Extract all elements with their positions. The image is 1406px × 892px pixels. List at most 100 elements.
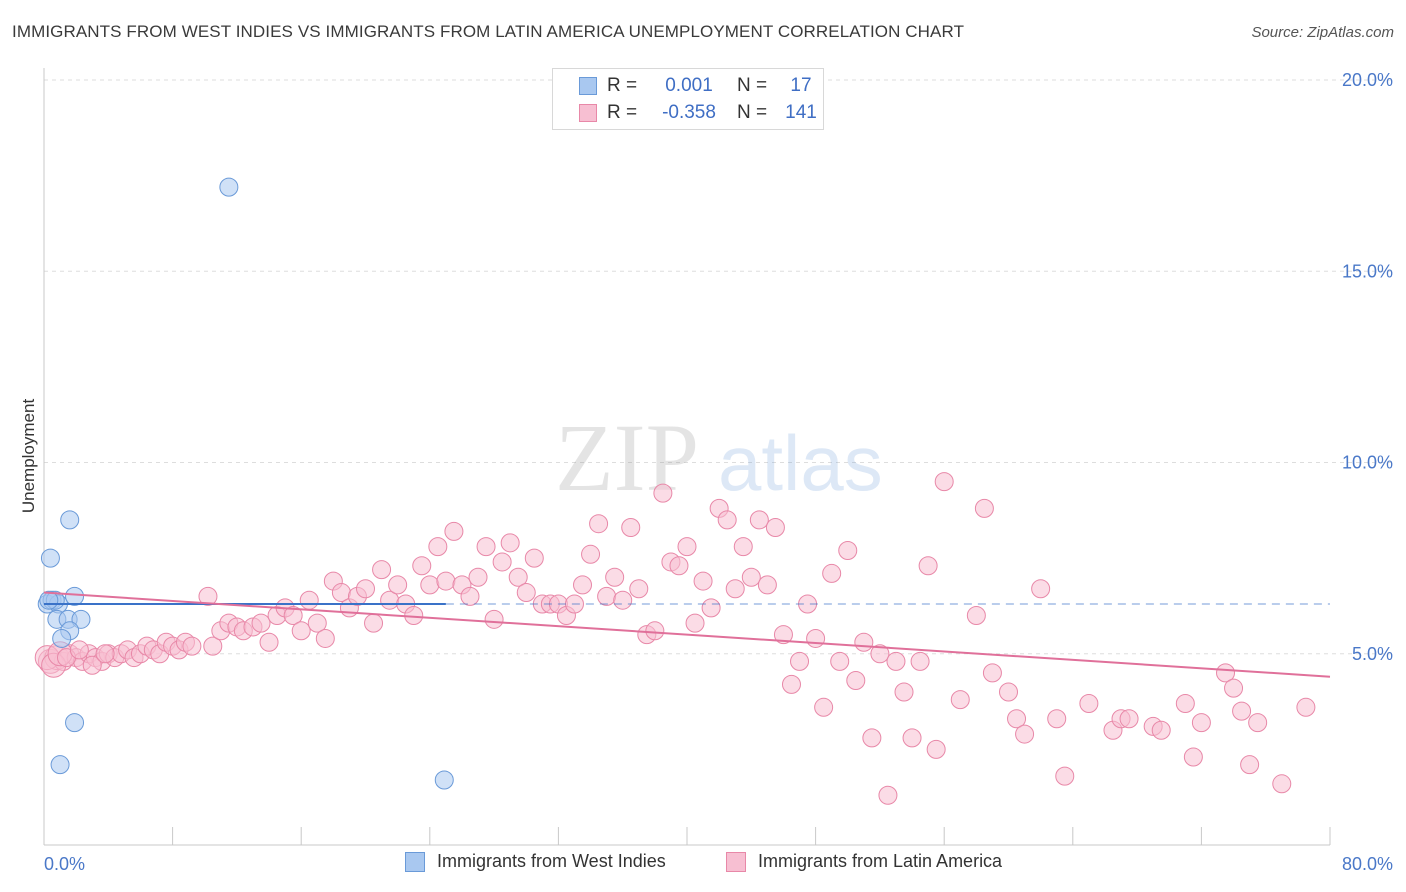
point-latin-america: [1119, 709, 1139, 729]
point-west-indies: [60, 510, 80, 530]
point-latin-america: [1216, 663, 1236, 683]
point-latin-america: [838, 540, 858, 560]
x-tick-label: 80.0%: [1342, 854, 1393, 874]
point-latin-america: [886, 651, 906, 671]
point-latin-america: [902, 728, 922, 748]
point-latin-america: [669, 556, 689, 576]
point-latin-america: [910, 651, 930, 671]
point-latin-america: [1191, 713, 1211, 733]
point-latin-america: [830, 651, 850, 671]
point-latin-america: [69, 640, 89, 660]
legend-r-value: 0.001: [665, 75, 713, 96]
legend-r-label: R =: [607, 102, 638, 123]
point-latin-america: [1007, 709, 1027, 729]
point-latin-america: [773, 625, 793, 645]
point-latin-america: [790, 651, 810, 671]
legend: R = 0.001 N = 17 R = -0.358 N = 141: [552, 68, 824, 130]
point-latin-america: [725, 579, 745, 599]
bottom-legend-west-indies: Immigrants from West Indies: [405, 851, 666, 872]
legend-n-label: N =: [737, 75, 768, 96]
point-latin-america: [307, 613, 327, 633]
point-latin-america: [846, 671, 866, 691]
legend-r-label: R =: [607, 75, 638, 96]
legend-n-value: 17: [790, 75, 812, 96]
point-latin-america: [982, 663, 1002, 683]
point-latin-america: [82, 655, 102, 675]
point-latin-america: [1224, 678, 1244, 698]
point-latin-america: [1047, 709, 1067, 729]
point-latin-america: [372, 560, 392, 580]
point-latin-america: [198, 586, 218, 606]
point-latin-america: [291, 621, 311, 641]
point-latin-america: [918, 556, 938, 576]
point-latin-america: [870, 644, 890, 664]
bottom-legend-label-latin-america: Immigrants from Latin America: [758, 851, 1003, 871]
point-latin-america: [356, 579, 375, 599]
point-latin-america: [460, 586, 480, 606]
point-latin-america: [950, 690, 970, 710]
point-latin-america: [653, 483, 673, 503]
bottom-legend-swatch-west-indies: [405, 851, 425, 872]
point-latin-america: [581, 544, 601, 564]
point-latin-america: [862, 728, 882, 748]
point-latin-america: [251, 613, 271, 633]
point-latin-america: [685, 613, 705, 633]
point-latin-america: [677, 537, 697, 557]
point-latin-america: [894, 682, 914, 702]
point-latin-america: [814, 697, 834, 717]
point-latin-america: [573, 575, 593, 595]
point-latin-america: [500, 533, 520, 553]
point-latin-america: [1055, 766, 1075, 786]
point-latin-america: [717, 510, 737, 530]
point-west-indies: [71, 609, 91, 629]
point-latin-america: [1240, 755, 1260, 775]
point-latin-america: [741, 567, 761, 587]
point-latin-america: [524, 548, 544, 568]
point-latin-america: [508, 567, 528, 587]
point-latin-america: [701, 598, 721, 618]
point-latin-america: [733, 537, 753, 557]
point-west-indies: [434, 770, 454, 790]
legend-swatch-west-indies: [579, 77, 597, 95]
point-latin-america: [966, 606, 986, 625]
point-latin-america: [757, 575, 777, 595]
chart-title: IMMIGRANTS FROM WEST INDIES VS IMMIGRANT…: [12, 22, 965, 41]
point-west-indies: [65, 713, 85, 733]
point-latin-america: [765, 518, 785, 538]
data-points: [34, 177, 1316, 805]
point-latin-america: [1248, 713, 1268, 733]
point-latin-america: [999, 682, 1018, 702]
source-credit: Source: ZipAtlas.com: [1251, 24, 1394, 41]
point-latin-america: [420, 575, 440, 595]
legend-row-west-indies: R = 0.001 N = 17: [579, 73, 821, 99]
trend-lines: [43, 591, 1331, 678]
point-latin-america: [364, 613, 384, 633]
point-west-indies: [219, 177, 239, 197]
point-latin-america: [492, 552, 512, 572]
point-latin-america: [926, 739, 946, 759]
point-latin-america: [645, 621, 665, 641]
point-latin-america: [95, 644, 115, 664]
y-tick-label: 20.0%: [1342, 70, 1393, 90]
point-latin-america: [621, 518, 641, 538]
legend-n-value: 141: [785, 102, 817, 123]
point-west-indies: [65, 586, 85, 606]
legend-n-label: N =: [737, 102, 768, 123]
point-latin-america: [299, 590, 319, 610]
point-latin-america: [388, 575, 408, 595]
point-latin-america: [806, 628, 826, 648]
point-latin-america: [822, 563, 842, 583]
point-latin-america: [259, 632, 279, 652]
legend-swatch-latin-america: [579, 104, 597, 122]
x-tick-label: 0.0%: [44, 854, 85, 874]
point-latin-america: [484, 609, 504, 629]
watermark: ZIP atlas: [555, 404, 883, 511]
point-latin-america: [589, 514, 609, 534]
point-latin-america: [428, 537, 448, 557]
point-latin-america: [781, 674, 801, 694]
point-latin-america: [1175, 693, 1195, 713]
bottom-legend-swatch-latin-america: [726, 851, 746, 872]
point-latin-america: [468, 567, 488, 587]
point-latin-america: [1232, 701, 1252, 721]
